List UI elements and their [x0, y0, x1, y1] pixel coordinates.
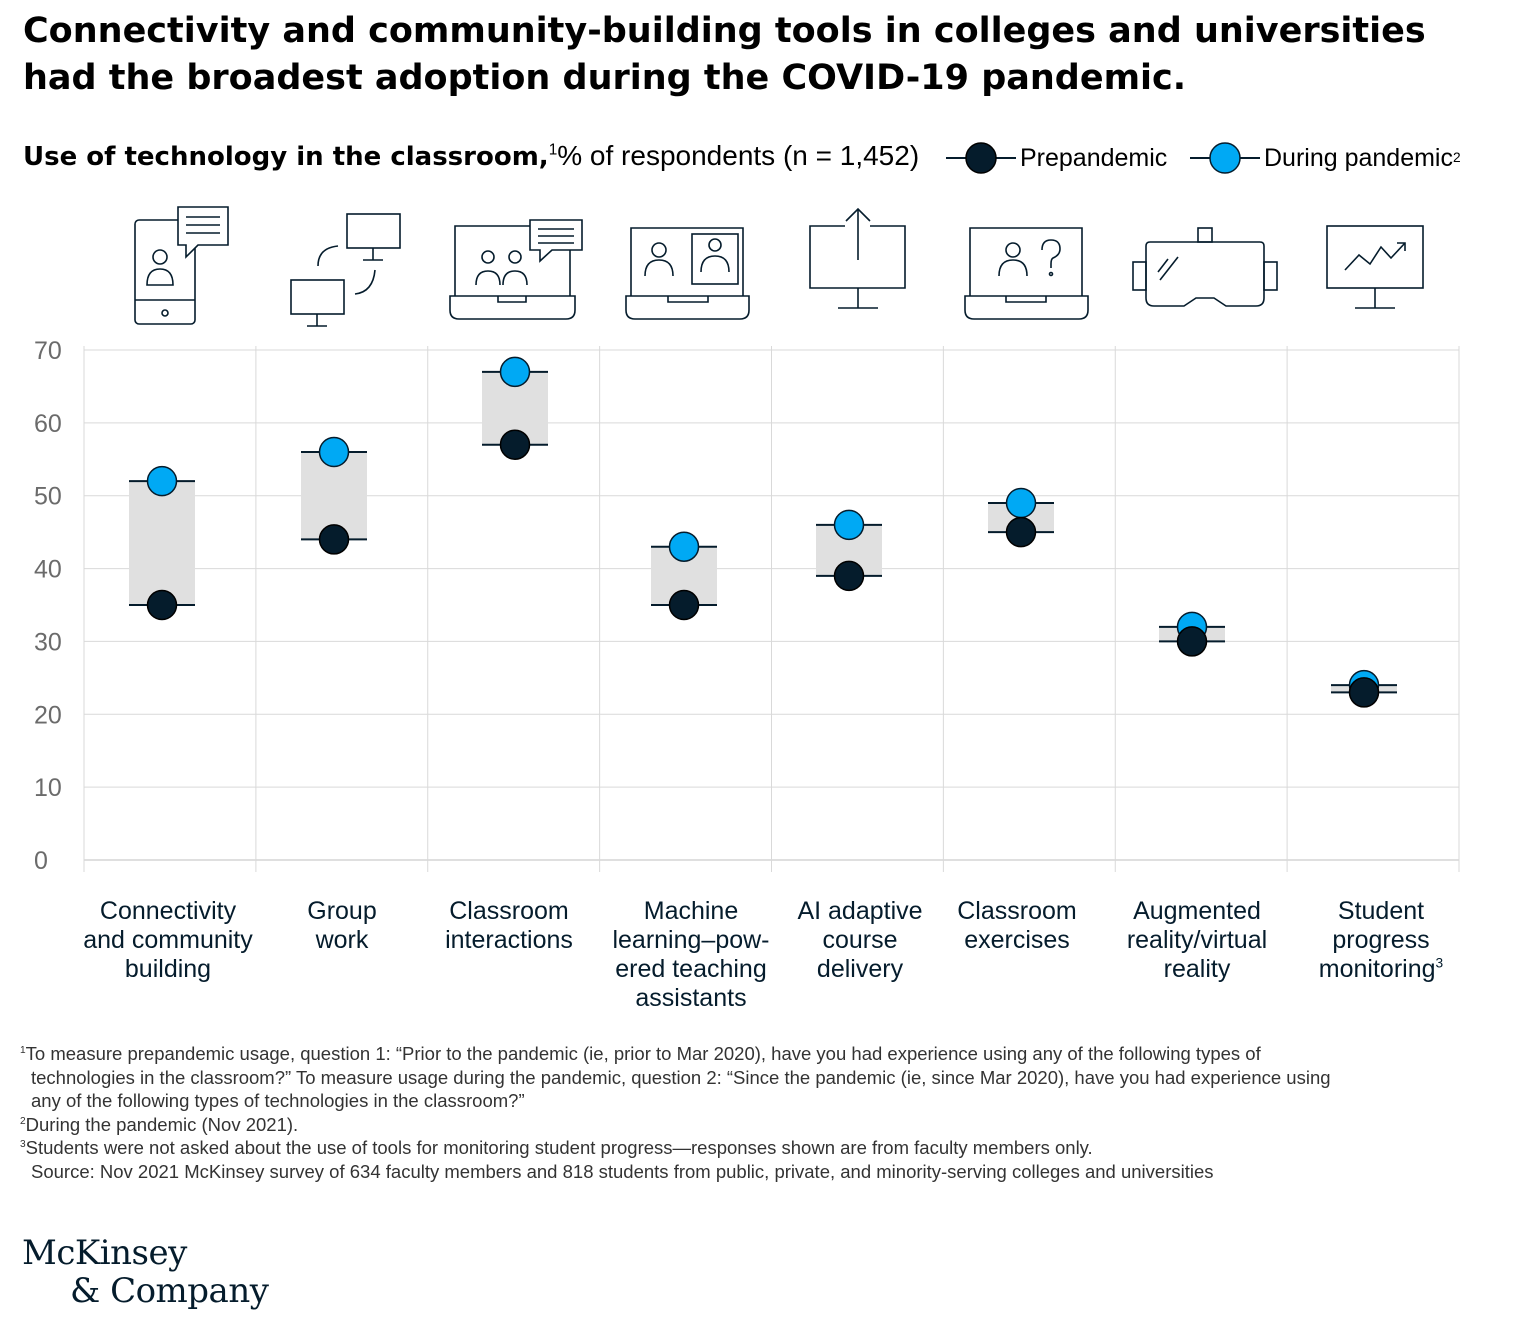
footnote-3: 3Students were not asked about the use o…	[20, 1136, 1490, 1160]
logo-line-2: & Company	[70, 1271, 269, 1311]
category-label-line: Student	[1337, 897, 1425, 925]
footnote-2-marker: 2	[20, 1115, 26, 1127]
category-label-line: Machine	[643, 897, 739, 925]
point-during-4	[833, 509, 865, 541]
chart-title: Connectivity and community-building tool…	[23, 11, 1426, 98]
footnote-1-line-3: any of the following types of technologi…	[31, 1090, 525, 1111]
category-label-line: exercises	[964, 926, 1070, 954]
point-prepandemic-5	[1005, 516, 1037, 548]
point-during-0	[146, 465, 178, 497]
point-prepandemic-2	[499, 429, 531, 460]
logo-line-1: McKinsey	[22, 1233, 187, 1273]
y-axis: 0 10 20 30 40 50 60 70	[34, 337, 62, 875]
legend-prepandemic-label: Prepandemic	[1020, 143, 1168, 172]
footnotes: 1To measure prepandemic usage, question …	[20, 1042, 1490, 1183]
footnote-1-line-2: technologies in the classroom?” To measu…	[31, 1066, 1331, 1088]
chart-marks	[129, 356, 1397, 708]
point-prepandemic-1	[318, 524, 350, 555]
category-label-line: reality/virtual	[1126, 926, 1268, 954]
category-label-3: Machine learning–pow-ered teaching assista…	[596, 897, 786, 1013]
y-tick-label-20: 20	[34, 701, 62, 729]
category-label-line: progress	[1332, 926, 1430, 954]
category-label-5: Classroom exercises	[922, 897, 1112, 955]
category-label-7: Student progress monitoring3	[1286, 897, 1476, 984]
vr-headset-icon	[1132, 227, 1278, 307]
y-tick-label-70: 70	[34, 337, 62, 365]
footnote-3-text: Students were not asked about the use of…	[25, 1137, 1093, 1158]
mckinsey-logo: McKinsey & Company	[22, 1233, 269, 1311]
category-label-line: AI adaptive	[797, 897, 923, 925]
category-label-line: delivery	[816, 955, 904, 983]
laptop-video-call-icon	[625, 227, 750, 320]
category-label-1: Group work	[247, 897, 437, 955]
subtitle-label: Use of technology in the classroom,	[23, 142, 549, 172]
y-tick-label-50: 50	[34, 483, 62, 511]
category-label-line: reality	[1163, 955, 1231, 983]
category-label-line: Classroom	[957, 897, 1077, 925]
point-prepandemic-4	[833, 560, 865, 592]
footnote-3-marker: 3	[20, 1138, 26, 1150]
source-note: Source: Nov 2021 McKinsey survey of 634 …	[31, 1160, 1214, 1182]
chart-subtitle: Use of technology in the classroom,1% of…	[23, 140, 1503, 180]
subtitle-footnote-ref: 1	[548, 141, 558, 159]
category-label-line: building	[124, 955, 212, 983]
legend-during-pandemic: During pandemic 2	[1190, 138, 1461, 178]
footnote-1-line-1: To measure prepandemic usage, question 1…	[25, 1043, 1261, 1064]
legend-prepandemic: Prepandemic	[946, 138, 1167, 178]
category-label-line: monitoring3	[1318, 955, 1444, 983]
category-label-0: Connectivity and community building	[73, 897, 263, 984]
legend-during-marker	[1190, 142, 1260, 174]
category-label-line: Connectivity	[99, 897, 237, 925]
point-prepandemic-3	[668, 589, 700, 621]
category-label-2: Classroom interactions	[414, 897, 604, 955]
y-tick-label-10: 10	[34, 774, 62, 802]
category-label-line: learning–pow-	[612, 926, 770, 954]
footnote-1-marker: 1	[20, 1044, 26, 1056]
chart-grid	[83, 346, 1460, 872]
subtitle-unit: % of respondents (n = 1,452)	[557, 140, 920, 171]
category-label-line: course	[822, 926, 898, 954]
point-prepandemic-0	[146, 589, 178, 621]
dumbbell-chart: 0 10 20 30 40 50 60 70	[34, 206, 1460, 875]
range-bar-0	[129, 481, 195, 605]
laptop-question-icon	[964, 227, 1089, 320]
phone-chat-icon	[134, 206, 229, 325]
footnote-1: 1To measure prepandemic usage, question …	[20, 1042, 1490, 1113]
laptop-group-chat-icon	[449, 219, 583, 320]
category-label-line: Augmented	[1133, 897, 1261, 925]
legend-during-label: During pandemic	[1264, 143, 1453, 172]
connected-monitors-icon	[290, 213, 401, 327]
y-tick-label-0: 0	[34, 847, 48, 875]
category-label-4: AI adaptive course delivery	[765, 897, 955, 984]
y-tick-label-60: 60	[34, 410, 62, 438]
monitor-chart-icon	[1326, 225, 1424, 309]
category-label-line: Group	[307, 897, 377, 925]
point-during-1	[318, 436, 350, 468]
monitor-upload-icon	[809, 207, 906, 309]
category-label-line: work	[315, 926, 369, 954]
y-tick-label-40: 40	[34, 556, 62, 584]
point-during-3	[668, 531, 700, 562]
category-icons	[134, 206, 1424, 327]
category-label-line: ered teaching	[615, 955, 767, 983]
point-during-2	[499, 356, 531, 388]
point-prepandemic-6	[1176, 626, 1208, 657]
category-label-line: assistants	[635, 984, 747, 1012]
point-prepandemic-7	[1348, 677, 1380, 708]
category-label-6: Augmented reality/virtual reality	[1102, 897, 1292, 984]
point-during-5	[1005, 487, 1037, 519]
category-label-footnote-ref: 3	[1435, 955, 1444, 971]
category-label-line: Classroom	[449, 897, 569, 925]
y-tick-label-30: 30	[34, 628, 62, 656]
footnote-2: 2During the pandemic (Nov 2021).	[20, 1113, 1490, 1137]
footnote-2-text: During the pandemic (Nov 2021).	[25, 1113, 299, 1135]
category-label-line: interactions	[445, 926, 573, 954]
legend-prepandemic-marker	[946, 142, 1016, 174]
category-label-line: and community	[83, 926, 253, 954]
